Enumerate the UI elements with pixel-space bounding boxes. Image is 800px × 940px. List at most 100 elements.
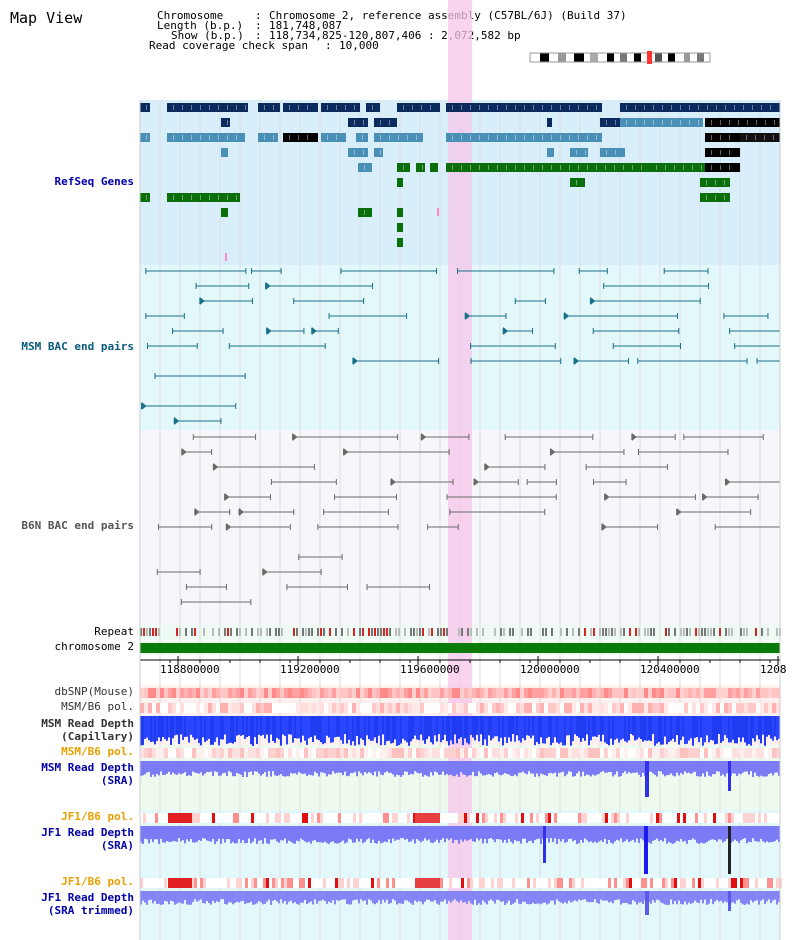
repeat-block bbox=[590, 628, 592, 636]
gene-tick bbox=[752, 105, 753, 110]
msm-capillary-depth-bar bbox=[310, 716, 312, 737]
dbsnp-cell bbox=[660, 688, 664, 698]
msm-b6-pol2-cell bbox=[708, 748, 712, 758]
jf1-b6-pol-cell bbox=[158, 813, 161, 823]
jf1-trimmed-depth-bar bbox=[212, 891, 214, 901]
track-label-repeat[interactable]: Repeat bbox=[94, 625, 134, 638]
jf1-trimmed-depth-bar bbox=[172, 891, 174, 902]
jf1-b6-pol-cell bbox=[209, 813, 212, 823]
jf1-depth-bar bbox=[406, 826, 408, 839]
msm-sra-depth-bar bbox=[552, 761, 554, 774]
msm-b6-pol2-cell bbox=[500, 748, 504, 758]
msm-b6-pol2-cell bbox=[444, 748, 448, 758]
jf1-depth-bar bbox=[314, 826, 316, 841]
jf1-b6-pol2-cell bbox=[665, 878, 668, 888]
gene-tick bbox=[605, 165, 606, 170]
jf1-trimmed-depth-bar bbox=[320, 891, 322, 901]
track-label-jf1-b6-pol[interactable]: JF1/B6 pol. bbox=[61, 810, 134, 823]
jf1-b6-pol2-cell bbox=[260, 878, 263, 888]
msm-capillary-depth-bar bbox=[684, 716, 686, 745]
msm-b6-pol-cell bbox=[292, 703, 296, 713]
track-label-jf1-depth-trimmed[interactable]: JF1 Read Depth (SRA trimmed) bbox=[41, 891, 134, 917]
jf1-trimmed-depth-bar bbox=[670, 891, 672, 900]
jf1-depth-bar bbox=[594, 826, 596, 842]
jf1-trimmed-depth-bar bbox=[526, 891, 528, 904]
msm-sra-depth-bar bbox=[400, 761, 402, 777]
track-label-jf1-b6-pol-2[interactable]: JF1/B6 pol. bbox=[61, 875, 134, 888]
msm-sra-depth-bar bbox=[194, 761, 196, 773]
track-label-msm-depth-sra[interactable]: MSM Read Depth (SRA) bbox=[41, 761, 134, 787]
msm-capillary-depth-bar bbox=[510, 716, 512, 742]
msm-capillary-depth-bar bbox=[298, 716, 300, 739]
msm-sra-depth-bar bbox=[332, 761, 334, 772]
gene-tick bbox=[585, 150, 586, 155]
jf1-b6-pol-cell bbox=[752, 813, 755, 823]
track-label-msm-b6-pol[interactable]: MSM/B6 pol. bbox=[61, 700, 134, 713]
msm-b6-pol-cell bbox=[744, 703, 748, 713]
jf1-depth-bar bbox=[440, 826, 442, 840]
msm-capillary-depth-bar bbox=[524, 716, 526, 741]
msm-b6-pol-cell bbox=[652, 703, 656, 713]
jf1-b6-pol2-cell bbox=[482, 878, 485, 888]
jf1-trimmed-depth-bar bbox=[348, 891, 350, 905]
gene-tick bbox=[191, 105, 192, 110]
msm-b6-pol2-cell bbox=[616, 748, 620, 758]
msm-capillary-depth-bar bbox=[662, 716, 664, 745]
track-label-msm-b6-pol-2[interactable]: MSM/B6 pol. bbox=[61, 745, 134, 758]
msm-sra-depth-bar bbox=[324, 761, 326, 774]
track-label-jf1-depth[interactable]: JF1 Read Depth (SRA) bbox=[41, 826, 134, 852]
msm-capillary-depth-bar bbox=[504, 716, 506, 738]
jf1-b6-pol-cell bbox=[350, 813, 353, 823]
jf1-trimmed-depth-bar bbox=[630, 891, 632, 905]
dbsnp-cell bbox=[212, 688, 216, 698]
msm-b6-pol-cell bbox=[536, 703, 540, 713]
msm-sra-depth-bar bbox=[298, 761, 300, 772]
msm-b6-pol-cell bbox=[768, 703, 772, 713]
jf1-b6-pol2-cell bbox=[611, 878, 614, 888]
gene-tick bbox=[200, 135, 201, 140]
jf1-depth-bar bbox=[750, 826, 752, 843]
jf1-depth-bar bbox=[168, 826, 170, 842]
msm-sra-depth-bar bbox=[290, 761, 292, 774]
gene-exon bbox=[620, 103, 780, 112]
msm-capillary-depth-bar bbox=[278, 716, 280, 740]
msm-b6-pol2-cell bbox=[664, 748, 668, 758]
track-label-dbsnp[interactable]: dbSNP(Mouse) bbox=[54, 685, 134, 698]
jf1-trimmed-depth-bar bbox=[736, 891, 738, 901]
msm-capillary-depth-bar bbox=[348, 716, 350, 740]
msm-capillary-depth-bar bbox=[158, 716, 160, 738]
gene-tick bbox=[614, 165, 615, 170]
repeat-block bbox=[251, 628, 253, 636]
msm-sra-depth-bar bbox=[262, 761, 264, 775]
msm-sra-depth-bar bbox=[242, 761, 244, 777]
msm-capillary-depth-bar bbox=[538, 716, 540, 745]
dbsnp-cell bbox=[580, 688, 584, 698]
jf1-b6-pol-cell bbox=[278, 813, 281, 823]
repeat-block bbox=[371, 628, 373, 636]
track-label-msm-depth-cap[interactable]: MSM Read Depth (Capillary) bbox=[41, 717, 134, 743]
jf1-b6-pol2-cell bbox=[221, 878, 224, 888]
msm-sra-depth-bar bbox=[166, 761, 168, 774]
track-label-refseq[interactable]: RefSeq Genes bbox=[54, 175, 134, 188]
jf1-trimmed-depth-bar bbox=[194, 891, 196, 900]
track-label-chromosome[interactable]: chromosome 2 bbox=[54, 640, 134, 653]
jf1-b6-pol2-cell bbox=[368, 878, 371, 888]
gene-tick bbox=[653, 105, 654, 110]
track-label-b6n-bac[interactable]: B6N BAC end pairs bbox=[21, 519, 134, 532]
msm-b6-pol-cell bbox=[304, 703, 308, 713]
jf1-b6-pol2-cell bbox=[728, 878, 731, 888]
jf1-trimmed-depth-bar bbox=[330, 891, 332, 903]
msm-b6-pol-cell bbox=[580, 703, 584, 713]
msm-capillary-depth-bar bbox=[422, 716, 424, 741]
track-label-msm-bac[interactable]: MSM BAC end pairs bbox=[21, 340, 134, 353]
dbsnp-cell bbox=[140, 688, 144, 698]
msm-capillary-depth-bar bbox=[776, 716, 778, 741]
msm-capillary-depth-bar bbox=[276, 716, 278, 738]
msm-capillary-depth-bar bbox=[424, 716, 426, 744]
jf1-depth-bar bbox=[456, 826, 458, 840]
jf1-depth-bar bbox=[166, 826, 168, 842]
jf1-trimmed-depth-bar bbox=[494, 891, 496, 904]
jf1-b6-pol2-cell bbox=[275, 878, 278, 888]
msm-b6-pol-cell bbox=[772, 703, 776, 713]
